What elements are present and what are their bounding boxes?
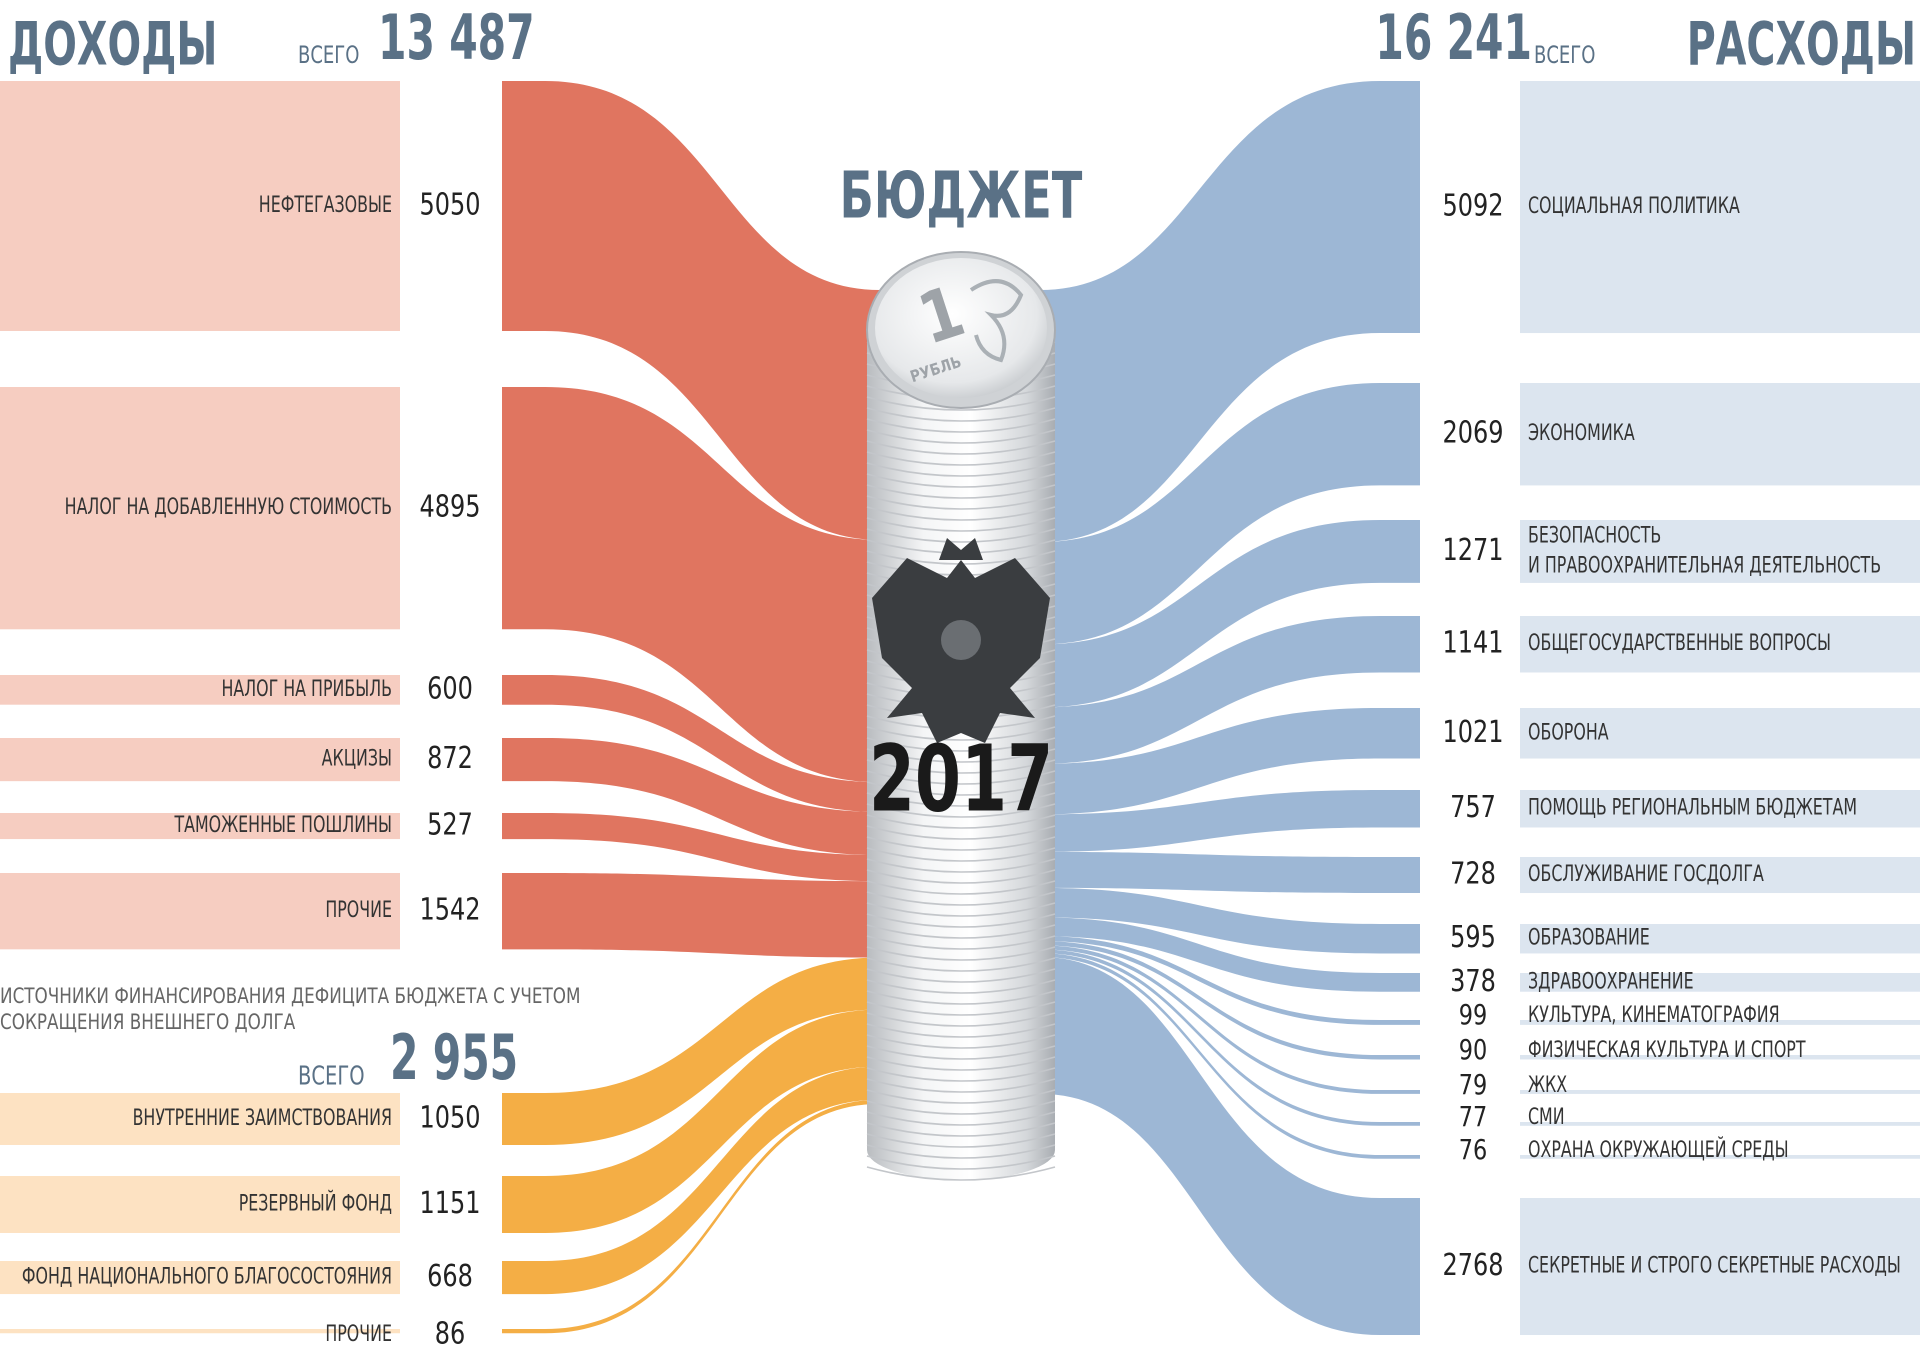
- expense-value: 5092: [1442, 189, 1503, 224]
- expense-label: ОБРАЗОВАНИЕ: [1528, 926, 1650, 951]
- expense-label: И ПРАВООХРАНИТЕЛЬНАЯ ДЕЯТЕЛЬНОСТЬ: [1528, 553, 1881, 578]
- expense-value: 1021: [1442, 715, 1503, 750]
- expense-label: БЕЗОПАСНОСТЬ: [1528, 524, 1661, 549]
- expense-value: 76: [1459, 1133, 1488, 1166]
- income-total-caption: ВСЕГО: [298, 41, 359, 69]
- expense-box: [1520, 1090, 1920, 1094]
- expense-label: ОХРАНА ОКРУЖАЮЩЕЙ СРЕДЫ: [1528, 1137, 1789, 1163]
- source-label: ТАМОЖЕННЫЕ ПОШЛИНЫ: [174, 813, 392, 838]
- page: {"chart_data": { "type": "sankey", "titl…: [0, 0, 1920, 1353]
- flow: [1040, 957, 1420, 1335]
- source-label: ВНУТРЕННИЕ ЗАИМСТВОВАНИЯ: [133, 1106, 392, 1131]
- financing-total-caption: ВСЕГО: [298, 1062, 365, 1092]
- expense-value: 99: [1459, 998, 1488, 1031]
- emblem-shield: [941, 620, 981, 660]
- financing-title: СОКРАЩЕНИЯ ВНЕШНЕГО ДОЛГА: [0, 1010, 296, 1034]
- expense-total: 16 241: [1375, 1, 1532, 74]
- source-label: ПРОЧИЕ: [325, 898, 392, 923]
- financing-total: 2 955: [390, 1021, 518, 1094]
- source-value: 4895: [419, 490, 480, 525]
- expense-label: ЭКОНОМИКА: [1528, 421, 1635, 446]
- expense-value: 79: [1459, 1068, 1488, 1101]
- expense-value: 1271: [1442, 533, 1503, 568]
- source-value: 1050: [419, 1100, 480, 1135]
- expense-label: ПОМОЩЬ РЕГИОНАЛЬНЫМ БЮДЖЕТАМ: [1528, 796, 1857, 821]
- expense-value: 90: [1459, 1033, 1488, 1066]
- source-value: 600: [427, 671, 473, 706]
- expense-label: СЕКРЕТНЫЕ И СТРОГО СЕКРЕТНЫЕ РАСХОДЫ: [1528, 1254, 1901, 1279]
- flow: [1040, 852, 1420, 893]
- source-label: ПРОЧИЕ: [325, 1322, 392, 1347]
- chart-title: БЮДЖЕТ: [840, 160, 1083, 234]
- source-value: 872: [427, 741, 473, 776]
- expense-title: РАСХОДЫ: [1687, 10, 1916, 80]
- expense-value: 2069: [1442, 416, 1503, 451]
- expense-label: ЗДРАВООХРАНЕНИЕ: [1528, 969, 1694, 994]
- source-label: НЕФТЕГАЗОВЫЕ: [259, 193, 392, 218]
- expense-value: 757: [1450, 790, 1496, 825]
- source-label: АКЦИЗЫ: [322, 747, 392, 772]
- income-total: 13 487: [378, 1, 535, 74]
- expense-value: 2768: [1442, 1248, 1503, 1283]
- source-value: 527: [427, 808, 473, 843]
- expense-value: 728: [1450, 857, 1496, 892]
- financing-title: ИСТОЧНИКИ ФИНАНСИРОВАНИЯ ДЕФИЦИТА БЮДЖЕТ…: [0, 984, 581, 1008]
- source-label: НАЛОГ НА ПРИБЫЛЬ: [221, 677, 392, 702]
- expense-value: 77: [1459, 1100, 1488, 1133]
- income-title: ДОХОДЫ: [8, 10, 217, 80]
- source-value: 5050: [419, 187, 480, 222]
- expense-label: ОБОРОНА: [1528, 720, 1609, 745]
- expense-label: ОБСЛУЖИВАНИЕ ГОСДОЛГА: [1528, 862, 1764, 887]
- expense-label: СОЦИАЛЬНАЯ ПОЛИТИКА: [1528, 194, 1740, 219]
- source-value: 86: [435, 1317, 466, 1352]
- expense-box: [1520, 1122, 1920, 1126]
- coin: [867, 252, 1055, 1180]
- expense-total-caption: ВСЕГО: [1534, 41, 1595, 69]
- source-value: 668: [427, 1259, 473, 1294]
- flow: [502, 873, 880, 958]
- expense-label: ФИЗИЧЕСКАЯ КУЛЬТУРА И СПОРТ: [1528, 1038, 1806, 1063]
- expense-label: ЖКХ: [1528, 1073, 1567, 1098]
- expense-label: СМИ: [1528, 1105, 1565, 1130]
- expense-label: ОБЩЕГОСУДАРСТВЕННЫЕ ВОПРОСЫ: [1528, 631, 1831, 656]
- expense-value: 378: [1450, 964, 1496, 999]
- expense-value: 1141: [1442, 626, 1503, 661]
- year: 2017: [869, 725, 1053, 832]
- source-value: 1151: [419, 1186, 480, 1221]
- expense-value: 595: [1450, 920, 1496, 955]
- source-value: 1542: [419, 893, 480, 928]
- source-label: ФОНД НАЦИОНАЛЬНОГО БЛАГОСОСТОЯНИЯ: [22, 1265, 392, 1290]
- expense-label: КУЛЬТУРА, КИНЕМАТОГРАФИЯ: [1528, 1003, 1780, 1028]
- source-label: НАЛОГ НА ДОБАВЛЕННУЮ СТОИМОСТЬ: [65, 495, 392, 520]
- source-label: РЕЗЕРВНЫЙ ФОНД: [239, 1190, 392, 1216]
- chart: НЕФТЕГАЗОВЫЕ 5050 НАЛОГ НА ДОБАВЛЕННУЮ СТО…: [0, 0, 1920, 1353]
